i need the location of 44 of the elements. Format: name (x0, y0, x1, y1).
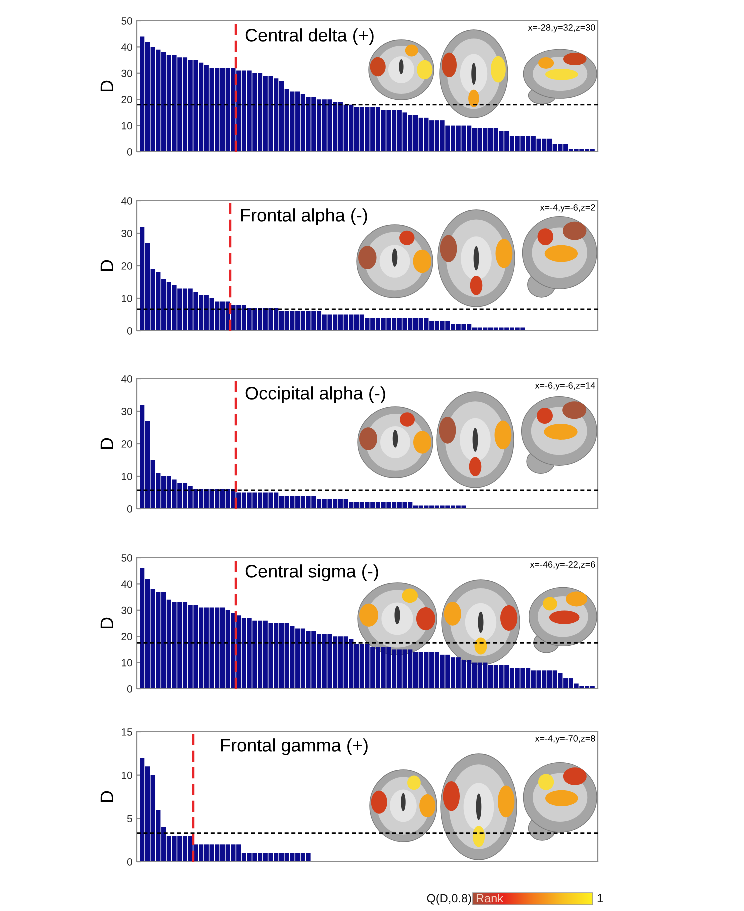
y-axis-title: D (100, 438, 114, 450)
y-tick-label: 15 (122, 728, 132, 736)
annotation: x=-46,y=-22,z=6 (530, 562, 596, 570)
y-tick-label: 30 (122, 408, 132, 416)
y-tick-label: 0 (127, 686, 132, 693)
y-tick-label: 0 (127, 858, 132, 866)
y-tick-label: 40 (121, 376, 132, 383)
annotation: x=-4,y=-6,z=2 (540, 204, 596, 213)
y-axis-title: D (100, 791, 114, 802)
annotation: x=-4,y=-70,z=8 (535, 735, 596, 744)
y-tick-label: 0 (127, 148, 132, 156)
chart-title: Frontal gamma (+) (221, 738, 368, 756)
text: Q(D,0.8) (427, 894, 472, 905)
y-axis-title: D (100, 260, 114, 272)
annotation: x=-28,y=32,z=30 (528, 24, 596, 33)
y-tick-label: 20 (122, 633, 132, 640)
y-tick-label: 10 (122, 659, 132, 667)
y-tick-label: 0 (127, 328, 132, 335)
annotation: x=-6,y=-6,z=14 (535, 382, 596, 391)
y-tick-label: 10 (122, 295, 132, 302)
y-tick-label: 20 (122, 262, 132, 270)
y-tick-label: 50 (122, 554, 132, 562)
y-tick-label: 20 (122, 96, 132, 104)
y-axis-title: D (100, 80, 114, 92)
chart-title: Frontal alpha (-) (241, 208, 368, 226)
y-tick-label: 20 (122, 440, 132, 448)
y-tick-label: 40 (121, 580, 132, 588)
y-tick-label: 50 (122, 18, 132, 25)
y-axis-title: D (100, 618, 114, 629)
y-tick-label: 10 (122, 122, 132, 130)
text: 1 (598, 894, 603, 903)
y-tick-label: 30 (122, 606, 132, 614)
y-tick-label: 40 (121, 198, 132, 205)
chart-title: Central delta (+) (246, 28, 374, 46)
y-tick-label: 0 (127, 506, 132, 513)
chart-title: Central sigma (-) (246, 564, 378, 582)
y-tick-label: 10 (122, 473, 132, 480)
text: Rank (476, 894, 504, 903)
y-tick-label: 40 (121, 44, 132, 52)
chart-title: Occipital alpha (-) (246, 386, 386, 404)
y-tick-label: 30 (122, 230, 132, 238)
y-tick-label: 30 (122, 70, 132, 78)
y-tick-label: 5 (127, 815, 132, 823)
y-tick-label: 10 (122, 772, 132, 780)
